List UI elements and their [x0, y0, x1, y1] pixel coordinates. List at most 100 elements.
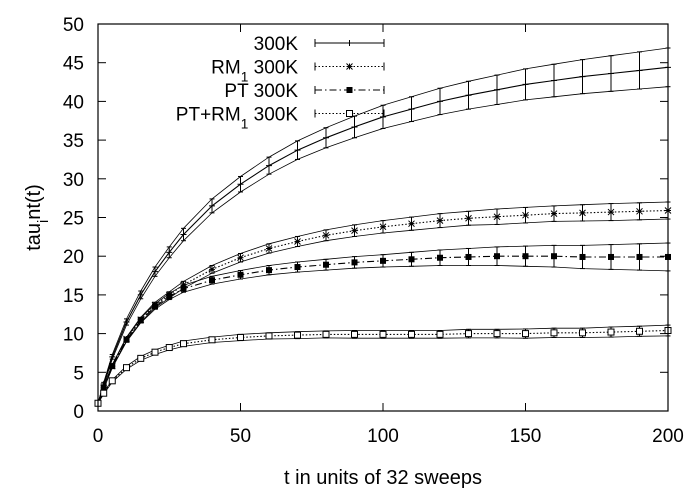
point-marker: [137, 291, 144, 298]
point-marker: [636, 253, 643, 260]
point-marker: [180, 340, 187, 348]
point-marker: [208, 266, 216, 273]
legend-entry-1: 300K: [254, 34, 385, 55]
point-marker: [100, 389, 108, 397]
point-marker: [237, 254, 244, 262]
legend-entry-4: PT+RM1 300K: [176, 105, 385, 132]
point-marker: [266, 162, 272, 169]
point-marker: [209, 202, 215, 209]
y-tick-label: 45: [63, 54, 84, 75]
point-marker: [237, 271, 244, 278]
point-marker: [436, 217, 444, 224]
point-marker: [408, 106, 415, 113]
point-marker: [465, 214, 472, 222]
y-tick-label: 20: [63, 247, 84, 268]
point-marker: [123, 336, 130, 343]
y-tick-label: 10: [63, 325, 84, 346]
point-marker: [180, 285, 187, 292]
point-marker: [351, 123, 358, 130]
point-marker: [408, 220, 415, 228]
point-marker: [294, 264, 301, 271]
y-tick-label: 40: [63, 92, 84, 113]
point-marker: [100, 384, 107, 391]
legend-label: 300K: [254, 34, 299, 55]
point-marker: [437, 254, 443, 261]
point-marker: [346, 63, 353, 70]
point-marker: [123, 364, 130, 372]
series-4: [94, 324, 672, 407]
point-marker: [607, 328, 615, 336]
point-marker: [608, 253, 614, 260]
y-tick-label: 0: [73, 402, 84, 423]
plot-area: [94, 47, 672, 407]
point-marker: [152, 268, 158, 275]
axes: 0 5 10 15 20 25 30 35 40 45 50 0 50 100 150 200: [63, 15, 684, 447]
point-marker: [380, 113, 386, 120]
point-marker: [522, 330, 529, 338]
point-marker: [123, 318, 130, 325]
point-marker: [294, 238, 301, 245]
point-marker: [636, 207, 643, 215]
point-marker: [607, 208, 615, 216]
point-marker: [351, 259, 358, 266]
y-tick-label: 35: [63, 131, 84, 152]
x-tick-label: 150: [510, 426, 542, 447]
point-marker: [551, 77, 557, 84]
point-marker: [322, 330, 330, 338]
point-marker: [166, 249, 173, 256]
point-marker: [346, 110, 353, 117]
point-marker: [346, 40, 353, 46]
point-marker: [636, 327, 643, 335]
point-marker: [522, 211, 529, 219]
point-marker: [522, 253, 529, 260]
legend-label: PT+RM1 300K: [176, 105, 299, 132]
x-tick-label: 100: [367, 426, 399, 447]
point-marker: [109, 353, 116, 360]
point-marker: [351, 330, 358, 338]
y-tick-label: 50: [63, 15, 84, 36]
point-marker: [551, 253, 557, 260]
legend-entry-2: RM1 300K: [211, 58, 385, 85]
point-marker: [351, 227, 358, 235]
x-tick-label: 0: [93, 426, 104, 447]
point-marker: [109, 363, 116, 370]
point-marker: [579, 253, 586, 260]
point-marker: [436, 330, 444, 338]
point-marker: [579, 209, 586, 217]
point-marker: [294, 331, 301, 339]
point-marker: [152, 303, 158, 310]
series-2: [94, 201, 672, 407]
point-marker: [379, 330, 387, 338]
x-axis-label: t in units of 32 sweeps: [284, 467, 482, 489]
y-tick-label: 15: [63, 286, 84, 307]
point-marker: [265, 245, 273, 252]
point-marker: [494, 253, 500, 260]
point-marker: [294, 147, 301, 154]
point-marker: [346, 87, 353, 93]
legend-label: RM1 300K: [211, 58, 298, 85]
point-marker: [408, 256, 415, 263]
point-marker: [208, 336, 216, 344]
point-marker: [465, 92, 472, 99]
point-marker: [137, 354, 145, 362]
point-marker: [108, 377, 116, 385]
point-marker: [180, 231, 187, 238]
y-axis-label: tauint(t): [23, 184, 52, 251]
y-tick-label: 5: [73, 363, 84, 384]
point-marker: [437, 98, 443, 105]
point-marker: [322, 231, 330, 239]
point-marker: [608, 70, 614, 77]
y-tick-label: 30: [63, 170, 84, 191]
point-marker: [636, 67, 643, 74]
point-marker: [237, 333, 244, 341]
point-marker: [151, 348, 159, 356]
point-marker: [323, 134, 329, 141]
point-marker: [465, 330, 472, 338]
point-marker: [493, 213, 501, 221]
point-marker: [137, 317, 144, 324]
point-marker: [579, 329, 586, 337]
point-marker: [408, 330, 415, 338]
point-marker: [494, 86, 500, 93]
point-marker: [237, 181, 244, 188]
